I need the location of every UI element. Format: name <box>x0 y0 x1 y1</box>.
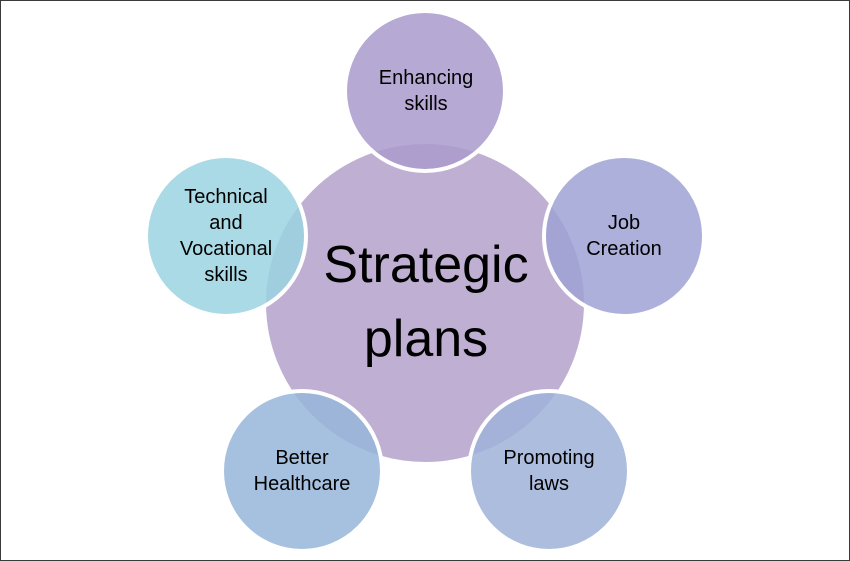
label-better-healthcare: Better Healthcare <box>253 447 351 495</box>
center-label: Strategic plans <box>323 236 529 368</box>
label-job-creation: Job Creation <box>586 212 662 260</box>
satellite-circle-promoting-laws <box>467 389 631 553</box>
satellite-circle-technical-vocational <box>144 154 308 318</box>
satellite-circle-better-healthcare <box>220 389 384 553</box>
label-promoting-laws: Promoting laws <box>503 447 595 495</box>
satellite-circle-enhancing-skills <box>343 9 507 173</box>
label-enhancing-skills: Enhancing skills <box>378 67 474 115</box>
label-technical-vocational-skills: Technical and Vocational skills <box>179 186 273 286</box>
satellite-circle-job-creation <box>542 154 706 318</box>
